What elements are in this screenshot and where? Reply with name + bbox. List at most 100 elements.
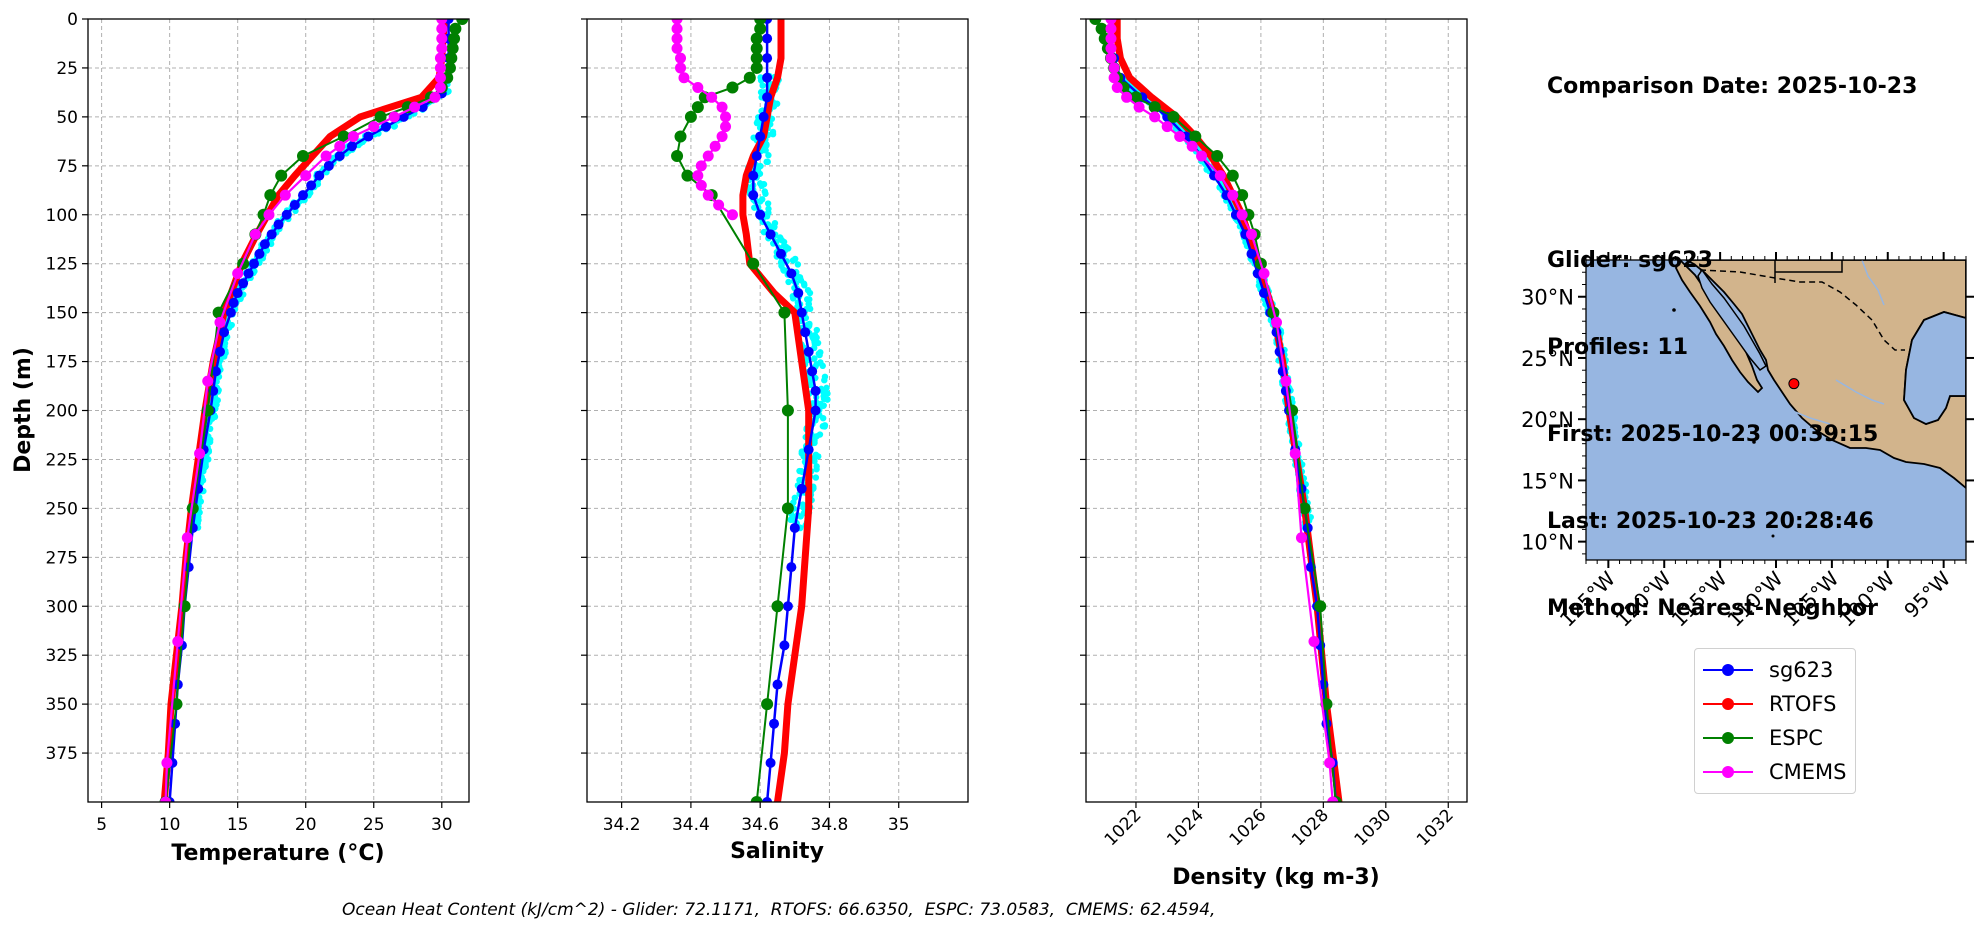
cmems-point: [1324, 757, 1336, 769]
cmems-point: [1258, 267, 1270, 279]
glider-scatter-point: [769, 128, 777, 136]
cmems-point: [671, 33, 683, 45]
sg623-point: [249, 258, 260, 269]
sg623-point: [755, 209, 766, 220]
cmems-point: [716, 101, 728, 113]
espc-point: [448, 32, 461, 45]
x-tick-label: 20: [295, 815, 317, 835]
glider-scatter-point: [811, 458, 818, 465]
map-island: [1710, 438, 1714, 442]
glider-scatter-point: [811, 355, 818, 362]
cmems-point: [1105, 19, 1117, 25]
glider-scatter-point: [820, 402, 827, 409]
cmems-point: [436, 33, 448, 45]
sg623-point: [323, 160, 334, 171]
cmems-point: [320, 150, 332, 162]
legend-item-espc: ESPC: [1695, 721, 1855, 755]
info-spacer: [1547, 159, 1917, 188]
espc-point: [1314, 600, 1327, 613]
legend-label: CMEMS: [1769, 760, 1847, 784]
espc-point: [743, 71, 756, 84]
espc-point: [1226, 169, 1239, 182]
sg623-point: [254, 248, 265, 259]
glider-scatter-point: [773, 100, 781, 107]
cmems-point: [1108, 62, 1120, 74]
x-tick-label: 25: [363, 815, 385, 835]
sg623-point: [807, 366, 818, 377]
sg623-point: [769, 718, 780, 729]
cmems-point: [1105, 33, 1117, 45]
glider-scatter-point: [813, 326, 821, 334]
density-xlabel: Density (kg m-3): [1172, 865, 1380, 890]
cmems-point: [1161, 121, 1173, 133]
glider-scatter-point: [806, 305, 814, 313]
x-tick-label: 1030: [1351, 805, 1396, 850]
density-series: [1089, 19, 1343, 802]
espc-point: [761, 698, 774, 711]
cmems-point: [434, 52, 446, 64]
cmems-point: [695, 160, 707, 172]
cmems-point: [713, 199, 725, 211]
y-tick-label: 25: [56, 59, 78, 79]
sg623-point: [266, 229, 277, 240]
espc-point: [443, 61, 456, 74]
espc-point: [446, 42, 459, 55]
glider-scatter-point: [785, 278, 792, 286]
legend: sg623 RTOFS ESPC CMEMS: [1694, 648, 1856, 794]
glider-scatter-point: [776, 234, 784, 241]
x-tick-label: 34.2: [603, 815, 641, 835]
cmems-point: [1227, 189, 1239, 201]
espc-point: [337, 130, 350, 143]
espc-point: [754, 22, 767, 35]
espc-point: [449, 22, 462, 35]
cmems-point: [1214, 170, 1226, 182]
legend-label: ESPC: [1769, 726, 1823, 750]
sg623-point: [765, 229, 776, 240]
cmems-point: [436, 23, 448, 35]
espc-point: [1236, 189, 1249, 202]
x-tick-label: 10: [159, 815, 181, 835]
info-comparison-date: Comparison Date: 2025-10-23: [1547, 74, 1918, 99]
cmems-point: [1121, 91, 1133, 103]
glider-scatter-point: [758, 182, 765, 190]
y-tick-label: 75: [56, 157, 78, 177]
map-gulf-of-mexico-coast: [1903, 311, 1966, 425]
espc-point: [264, 189, 277, 202]
map-lat-label: 30°N: [1521, 286, 1574, 310]
cmems-point: [706, 91, 718, 103]
sg623-point: [219, 327, 230, 338]
glider-scatter-point: [211, 413, 219, 421]
sg623-point: [786, 562, 797, 573]
sg623-point: [297, 190, 308, 201]
cmems-point: [436, 19, 448, 25]
map-island: [1672, 308, 1676, 312]
cmems-point: [1174, 130, 1186, 142]
espc-point: [1286, 404, 1299, 417]
sg623-point: [259, 239, 270, 250]
temperature-ticks: 5 10 15 20 25 3002550751001251501752002252502…: [46, 10, 453, 835]
cmems-point: [1111, 82, 1123, 94]
espc-point: [1129, 91, 1142, 104]
cmems-point: [1327, 796, 1339, 802]
x-tick-label: 5: [96, 815, 107, 835]
espc-point: [1211, 150, 1224, 163]
comparison-info: Comparison Date: 2025-10-23 Glider: sg62…: [1547, 14, 1917, 652]
legend-label: sg623: [1769, 658, 1834, 682]
x-tick-label: 1026: [1226, 805, 1271, 850]
sg623-point: [210, 366, 221, 377]
espc-point: [750, 796, 763, 802]
y-tick-label: 0: [67, 10, 78, 30]
cmems-point: [429, 91, 441, 103]
glider-scatter-point: [819, 414, 827, 422]
sg623-point: [228, 297, 239, 308]
glider-scatter-point: [789, 257, 797, 264]
x-tick-label: 15: [227, 815, 249, 835]
x-tick-label: 1032: [1413, 805, 1458, 850]
sg623-point: [289, 199, 300, 210]
espc-point: [771, 600, 784, 613]
sg623-point: [751, 151, 762, 162]
glider-scatter-point: [819, 423, 827, 430]
cmems-point: [1149, 111, 1161, 123]
espc-point: [1148, 101, 1161, 114]
x-tick-label: 34.4: [672, 815, 710, 835]
